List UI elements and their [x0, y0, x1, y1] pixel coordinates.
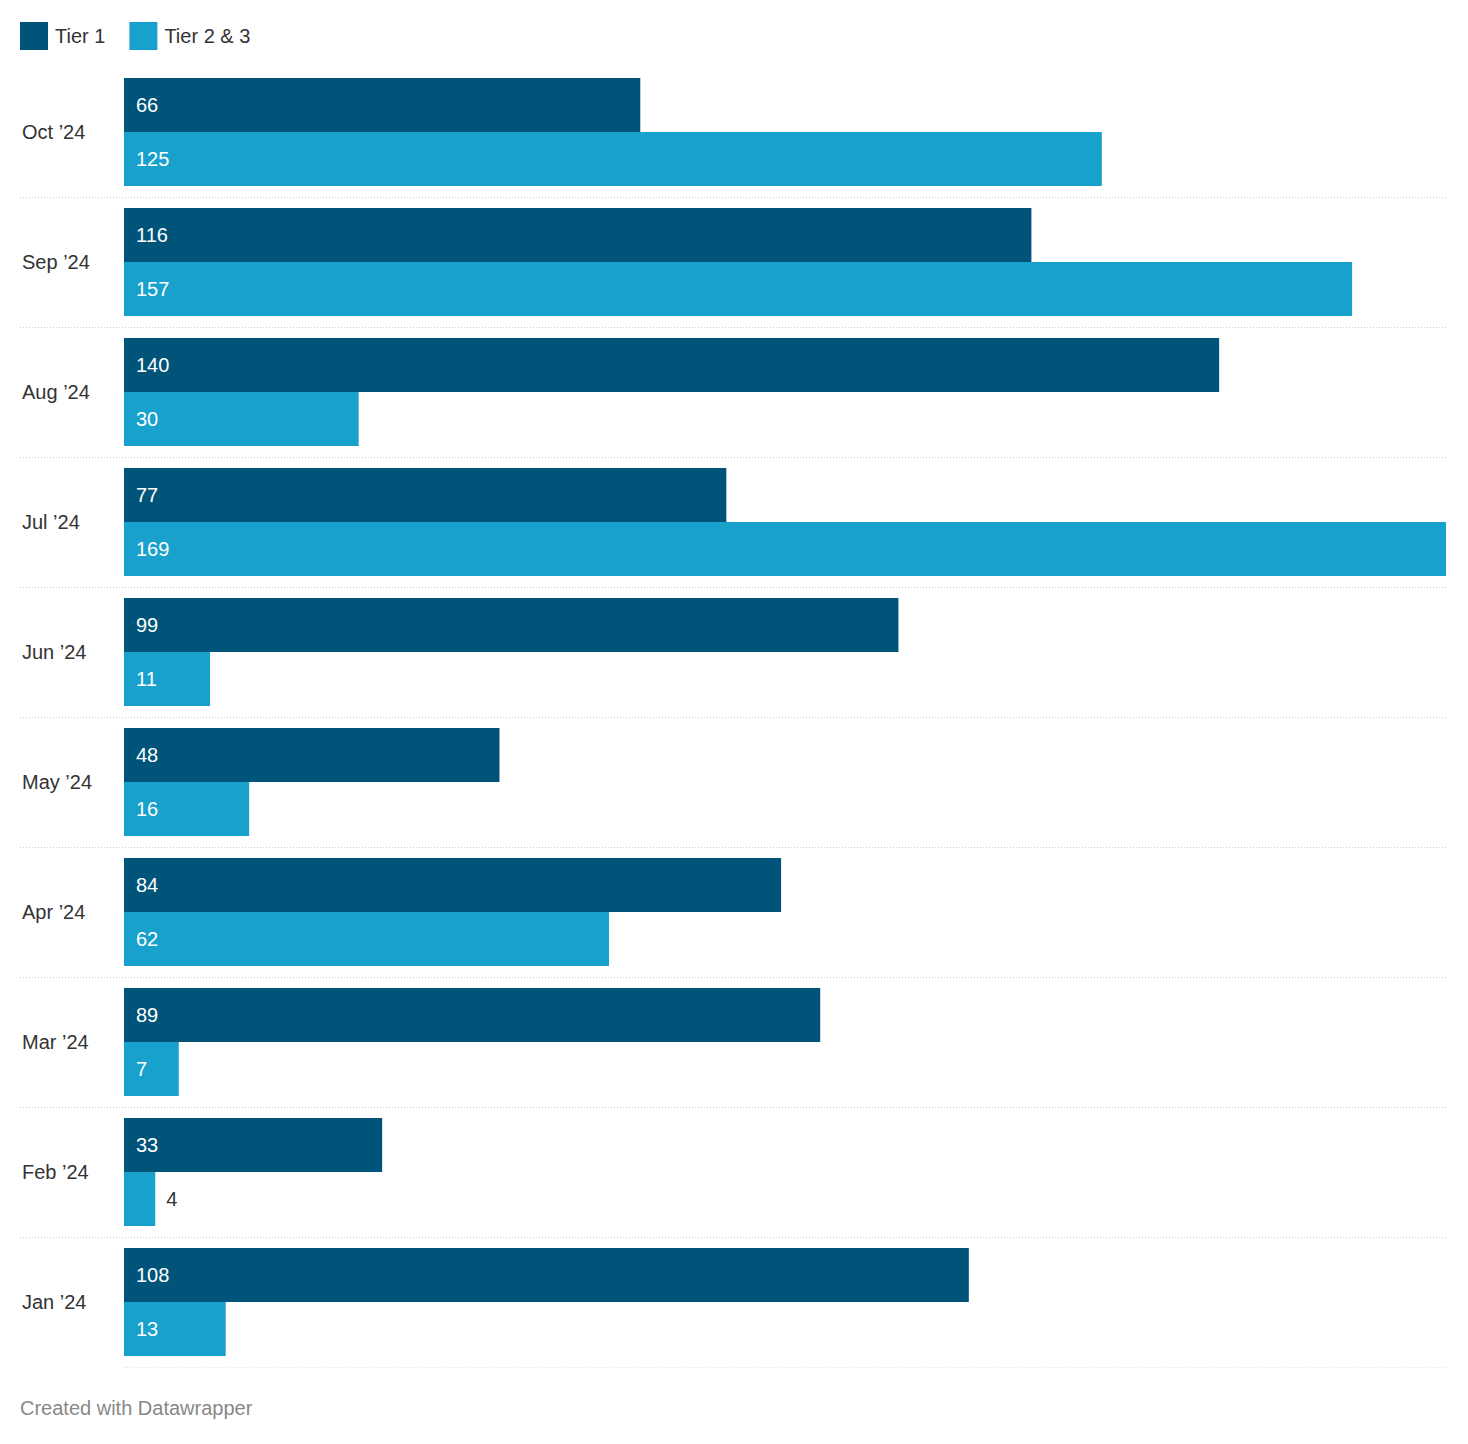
- bar: [124, 1172, 155, 1226]
- bar: [124, 392, 359, 446]
- y-tick-label: Jul ’24: [22, 511, 80, 533]
- data-label: 140: [136, 354, 169, 376]
- y-tick: Aug ’24: [0, 381, 90, 403]
- y-tick: Apr ’24: [0, 901, 85, 923]
- data-label: 62: [136, 928, 158, 950]
- bar: [124, 988, 820, 1042]
- data-label: 16: [136, 798, 158, 820]
- data-label: 7: [136, 1058, 147, 1080]
- bar: [124, 912, 609, 966]
- data-label: 30: [136, 408, 158, 430]
- data-label: 125: [136, 148, 169, 170]
- row-separator: [20, 717, 1446, 718]
- bar: [124, 522, 1446, 576]
- y-tick: Feb ’24: [0, 1161, 89, 1183]
- bar: [124, 1248, 969, 1302]
- bar: [124, 782, 249, 836]
- bar: [124, 1118, 382, 1172]
- y-tick: Jan ’24: [0, 1291, 87, 1313]
- data-label: 99: [136, 614, 158, 636]
- y-tick: Mar ’24: [0, 1031, 89, 1053]
- legend-item: Tier 2 & 3: [129, 22, 250, 50]
- y-tick-label: Apr ’24: [22, 901, 85, 923]
- data-labels: 66 116 140 77 99 48 84 89 33 108 125 157 30 169 11 16 62…: [136, 94, 177, 1340]
- caption: Created with Datawrapper: [20, 1397, 253, 1419]
- data-label: 48: [136, 744, 158, 766]
- x-axis-line: [124, 1367, 1446, 1368]
- y-tick-label: Aug ’24: [22, 381, 90, 403]
- bar: [124, 1042, 179, 1096]
- data-label: 33: [136, 1134, 158, 1156]
- y-tick-label: Jan ’24: [22, 1291, 87, 1313]
- row-separator: [20, 1107, 1446, 1108]
- data-label: 89: [136, 1004, 158, 1026]
- data-label: 157: [136, 278, 169, 300]
- legend-swatch: [129, 22, 157, 50]
- data-label: 108: [136, 1264, 169, 1286]
- row-separators: [20, 198, 1446, 1238]
- y-tick-label: Feb ’24: [22, 1161, 89, 1183]
- data-label: 169: [136, 538, 169, 560]
- bar: [124, 132, 1102, 186]
- bars: [124, 78, 1446, 1356]
- row-separator: [20, 197, 1446, 198]
- y-tick-label: Mar ’24: [22, 1031, 89, 1053]
- bar: [124, 1302, 226, 1356]
- y-tick-label: May ’24: [22, 771, 92, 793]
- data-label: 13: [136, 1318, 158, 1340]
- y-tick: Jul ’24: [0, 511, 80, 533]
- bar: [124, 262, 1352, 316]
- bar: [124, 598, 898, 652]
- legend-label: Tier 1: [55, 25, 105, 47]
- y-axis: Oct ’24 Sep ’24 Aug ’24 Jul ’24 Jun ’24 May ’…: [0, 121, 92, 1313]
- legend: Tier 1 Tier 2 & 3: [20, 22, 250, 50]
- bar: [124, 468, 726, 522]
- y-tick-label: Oct ’24: [22, 121, 85, 143]
- y-tick-label: Sep ’24: [22, 251, 90, 273]
- row-separator: [20, 847, 1446, 848]
- data-label: 11: [136, 668, 157, 690]
- row-separator: [20, 977, 1446, 978]
- data-label: 4: [166, 1188, 177, 1210]
- row-separator: [20, 457, 1446, 458]
- bar: [124, 652, 210, 706]
- bar: [124, 858, 781, 912]
- row-separator: [20, 1237, 1446, 1238]
- data-label: 66: [136, 94, 158, 116]
- row-separator: [20, 587, 1446, 588]
- bar: [124, 338, 1219, 392]
- y-tick: May ’24: [0, 771, 92, 793]
- bar: [124, 728, 499, 782]
- data-label: 77: [136, 484, 158, 506]
- y-tick: Oct ’24: [0, 121, 85, 143]
- data-label: 84: [136, 874, 158, 896]
- legend-label: Tier 2 & 3: [164, 25, 250, 47]
- legend-swatch: [20, 22, 48, 50]
- bar: [124, 208, 1031, 262]
- bar: [124, 78, 640, 132]
- y-tick: Jun ’24: [0, 641, 87, 663]
- data-label: 116: [136, 224, 168, 246]
- legend-item: Tier 1: [20, 22, 105, 50]
- chart: Oct ’24 Sep ’24 Aug ’24 Jul ’24 Jun ’24 May ’…: [0, 0, 1468, 1444]
- row-separator: [20, 327, 1446, 328]
- y-tick: Sep ’24: [0, 251, 90, 273]
- y-tick-label: Jun ’24: [22, 641, 87, 663]
